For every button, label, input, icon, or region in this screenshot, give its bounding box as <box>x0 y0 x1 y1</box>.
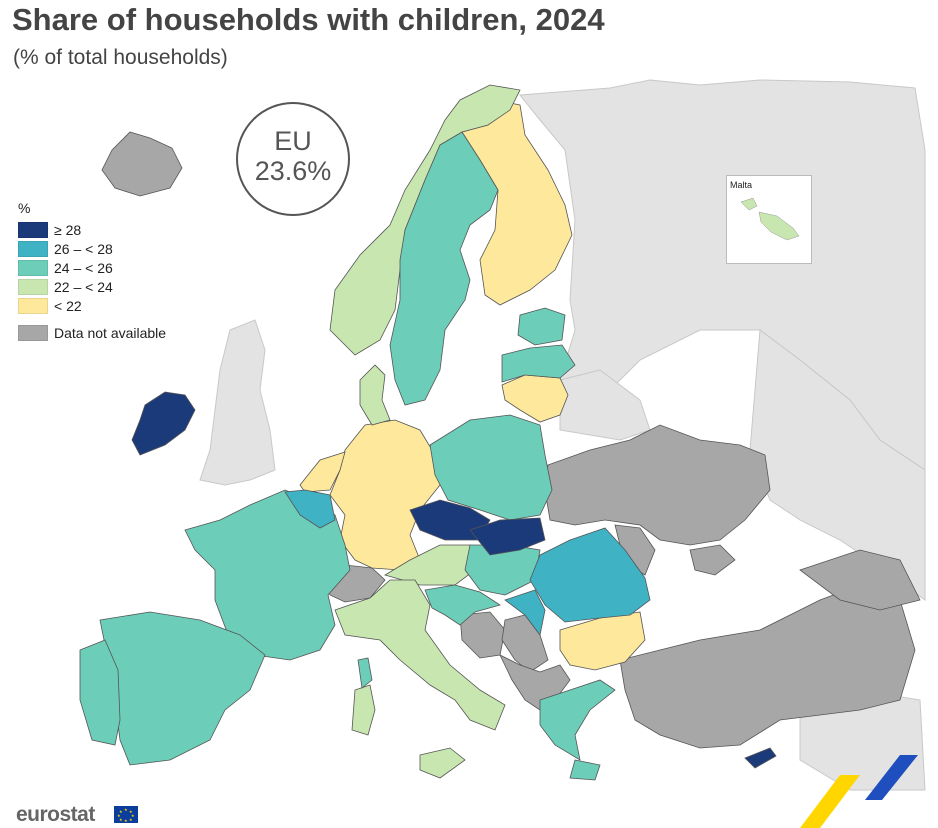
corsica-shape <box>357 657 373 689</box>
france-shape <box>184 489 351 661</box>
spain-shape <box>99 611 266 766</box>
legend-label: 22 – < 24 <box>54 278 113 295</box>
italy-shape <box>334 579 506 731</box>
legend-unit: % <box>18 200 31 216</box>
croatia-serbia-band-shape <box>504 589 546 636</box>
legend-item-na: Data not available <box>18 323 166 342</box>
legend-label: 26 – < 28 <box>54 240 113 257</box>
eurostat-logo: eurostat <box>16 803 95 826</box>
chart-title: Share of households with children, 2024 <box>12 2 605 37</box>
countries-no-data <box>101 131 921 749</box>
germany-shape <box>329 419 441 571</box>
sardinia-shape <box>351 684 376 736</box>
belgium-shape <box>284 489 336 529</box>
legend-item: ≥ 28 <box>18 220 166 239</box>
malta-map <box>740 197 800 241</box>
ukraine-shape <box>544 424 771 546</box>
ireland-shape <box>131 391 196 456</box>
legend-label: Data not available <box>54 324 167 341</box>
background-land <box>199 79 926 791</box>
turkey-shape <box>619 584 916 749</box>
legend-item: 24 – < 26 <box>18 258 166 277</box>
legend-item: < 22 <box>18 296 166 315</box>
estonia-shape <box>517 307 566 346</box>
legend-swatch <box>18 297 48 314</box>
legend-swatch <box>18 324 48 341</box>
denmark-shape <box>359 364 391 426</box>
portugal-shape <box>79 639 121 746</box>
legend-label: < 22 <box>54 297 82 314</box>
sicily-shape <box>419 747 466 779</box>
eu-average-badge: EU 23.6% <box>236 102 350 216</box>
legend-swatch <box>18 221 48 238</box>
norway-shape <box>329 84 521 356</box>
countries-below-22 <box>299 99 646 671</box>
legend-swatch <box>18 278 48 295</box>
poland-shape <box>429 414 553 521</box>
cyprus-shape <box>744 747 777 769</box>
legend: % ≥ 28 26 – < 28 24 – < 26 22 – < 24 < 2… <box>18 200 166 342</box>
greek-islands-shape <box>569 759 601 781</box>
iceland-shape <box>101 131 183 197</box>
eu-value: 23.6% <box>254 156 332 186</box>
inset-label: Malta <box>730 180 753 190</box>
crimea-shape <box>689 544 736 576</box>
slovenia-croatia-shape <box>424 584 501 626</box>
malta-main-shape <box>758 211 800 241</box>
legend-swatch <box>18 259 48 276</box>
legend-item: 26 – < 28 <box>18 239 166 258</box>
logo-stripe-blue <box>865 755 918 800</box>
romania-shape <box>529 527 651 623</box>
logo-stripe-yellow <box>800 775 860 828</box>
eu-label: EU <box>274 126 312 156</box>
legend-item: 22 – < 24 <box>18 277 166 296</box>
sweden-shape <box>389 131 499 406</box>
countries-26-28 <box>284 489 651 636</box>
countries-24-26 <box>79 131 616 781</box>
malta-inset: Malta <box>726 175 812 264</box>
malta-shape <box>740 197 758 211</box>
legend-label: ≥ 28 <box>54 221 82 238</box>
legend-swatch <box>18 240 48 257</box>
chart-subtitle: (% of total households) <box>13 46 228 69</box>
countries-28-plus <box>131 391 777 769</box>
lithuania-shape <box>501 374 569 423</box>
legend-label: 24 – < 26 <box>54 259 113 276</box>
countries-22-24 <box>329 84 521 779</box>
slovakia-shape <box>469 517 546 556</box>
greece-shape <box>539 679 616 761</box>
caucasus-shape <box>799 549 921 611</box>
latvia-shape <box>501 344 576 383</box>
eu-flag-icon: ★ ★ ★ ★ ★ ★ ★ ★ <box>114 806 138 823</box>
